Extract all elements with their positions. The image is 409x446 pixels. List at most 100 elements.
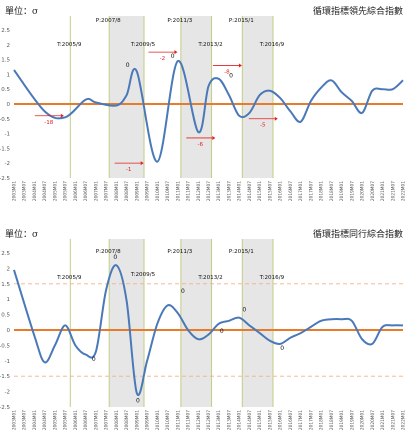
x-tick-label: 2021M01 [380,410,386,430]
y-tick-label: -2 [5,390,10,396]
series-line [13,264,404,397]
turning-point-label: P:2015/1 [229,18,254,24]
lead-arrow-head [174,50,178,55]
x-tick-label: 2008M07 [124,181,130,201]
turning-point-label: T:2009/5 [130,42,156,48]
turning-point-label: P:2015/1 [229,249,254,255]
x-tick-label: 2003M07 [22,410,28,430]
x-tick-label: 2012M01 [196,181,202,201]
x-tick-label: 2010M01 [155,410,161,430]
x-tick-label: 2018M07 [329,181,335,201]
x-tick-label: 2009M01 [134,181,140,201]
y-tick-label: -2 [5,161,10,167]
turning-point-label: T:2013/2 [197,275,222,281]
x-tick-label: 2017M01 [298,181,304,201]
point-label: 0 [136,397,140,404]
x-tick-label: 2015M01 [257,410,263,430]
x-tick-label: 2009M01 [134,410,140,430]
x-tick-label: 2009M07 [145,410,151,430]
x-tick-label: 2009M07 [145,181,151,201]
y-tick-label: -1.5 [0,146,10,152]
x-tick-label: 2013M07 [226,181,232,201]
x-tick-label: 2018M01 [319,181,325,201]
x-tick-label: 2010M01 [155,181,161,201]
lead-annotation-label: -6 [198,142,204,148]
lead-arrow-head [60,113,64,118]
x-tick-label: 2007M07 [104,181,110,201]
y-tick-label: -1 [5,132,10,138]
x-tick-label: 2015M07 [267,181,273,201]
lead-annotation-label: -1 [126,167,132,173]
x-tick-label: 2007M01 [93,181,99,201]
x-tick-label: 2022M01 [401,410,407,430]
y-tick-label: 0 [7,102,11,108]
coincident-index-panel: 單位：σ 循環指標同行綜合指數 2.5 2 1.5 1 0.5 0 -0.5 -1 -1.5 -2… [0,223,409,446]
lead-annotation-label: -2 [160,56,166,62]
x-tick-label: 2008M07 [124,410,130,430]
y-tick-label: 0.5 [1,87,10,93]
turning-point-label: T:2005/9 [56,42,82,48]
x-tick-label: 2015M07 [267,410,273,430]
x-tick-label: 2012M07 [206,410,212,430]
x-tick-label: 2008M01 [114,410,120,430]
x-tick-label: 2010M07 [165,410,171,430]
x-tick-label: 2004M07 [42,181,48,201]
x-tick-label: 2011M01 [175,181,181,201]
x-tick-label: 2013M01 [216,410,222,430]
x-tick-label: 2017M07 [308,181,314,201]
y-tick-label: 2.5 [1,251,10,257]
point-label: 0 [229,72,233,79]
y-tick-label: -2.5 [0,176,10,182]
x-tick-label: 2003M07 [22,181,28,201]
point-label: 0 [280,345,284,352]
y-tick-label: -2.5 [0,405,10,411]
lead-arrow-head [238,63,242,68]
x-tick-label: 2020M01 [360,181,366,201]
x-tick-label: 2013M07 [226,410,232,430]
x-tick-label: 2010M07 [165,181,171,201]
point-label: 0 [242,307,246,314]
x-tick-label: 2020M07 [370,410,376,430]
x-tick-label: 2019M07 [349,181,355,201]
x-tick-label: 2018M01 [319,410,325,430]
x-tick-label: 2013M01 [216,181,222,201]
lead-annotation-label: -5 [260,123,266,129]
y-tick-label: 1 [7,297,11,303]
unit-label: 單位：σ [5,230,39,240]
x-tick-label: 2005M01 [52,181,58,201]
x-tick-label: 2014M07 [247,410,253,430]
x-tick-label: 2003M01 [12,181,18,201]
x-tick-label: 2005M01 [52,410,58,430]
x-tick-label: 2016M07 [288,410,294,430]
x-tick-label: 2004M07 [42,410,48,430]
turning-point-label: P:2011/3 [167,249,192,255]
x-tick-label: 2006M07 [83,181,89,201]
y-tick-label: 1.5 [1,58,10,64]
x-tick-label: 2006M07 [83,410,89,430]
unit-label: 單位：σ [5,7,39,17]
x-tick-label: 2007M01 [93,410,99,430]
x-tick-label: 2004M01 [32,410,38,430]
point-label: 0 [126,62,130,69]
y-tick-label: 2.5 [1,28,10,34]
x-tick-label: 2019M01 [339,181,345,201]
x-tick-label: 2015M01 [257,181,263,201]
x-tick-label: 2016M07 [288,181,294,201]
x-tick-label: 2017M01 [298,410,304,430]
lead-annotation-label: -8 [224,69,230,75]
x-tick-label: 2020M07 [370,181,376,201]
x-tick-label: 2003M01 [12,410,18,430]
x-tick-label: 2021M07 [390,181,396,201]
x-tick-label: 2020M01 [360,410,366,430]
turning-point-label: T:2005/9 [56,275,82,281]
x-tick-label: 2022M01 [401,181,407,201]
series-line [13,60,404,163]
x-tick-label: 2019M01 [339,410,345,430]
y-tick-label: -0.5 [0,117,10,123]
x-tick-label: 2019M07 [349,410,355,430]
lead-annotation-label: -18 [44,120,54,126]
point-label: 0 [181,288,185,295]
turning-point-label: P:2007/8 [96,249,121,255]
